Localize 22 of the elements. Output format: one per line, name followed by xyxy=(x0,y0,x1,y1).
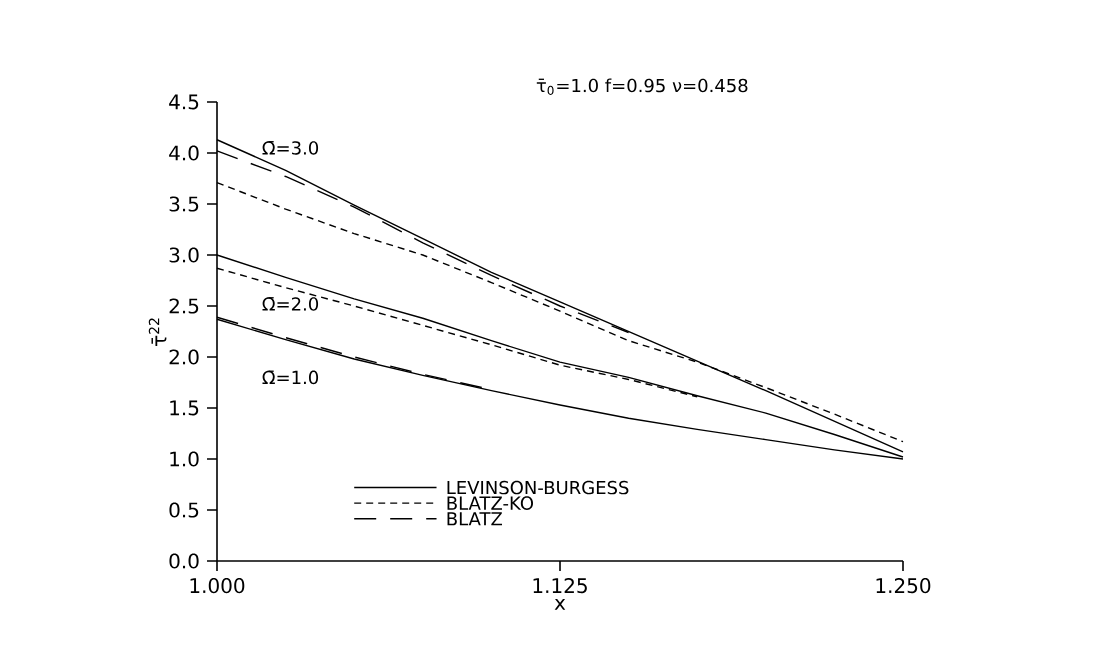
y-axis-title: τ̄$^{22}$ xyxy=(148,318,167,346)
annotation: Ω̄=1.0 xyxy=(262,370,319,385)
y-tick-label: 0.5 xyxy=(169,502,199,518)
text: τ̄$_{0}$=1.0 f=0.95 ν=0.458 xyxy=(536,78,748,95)
y-tick-label: 3.0 xyxy=(169,247,199,263)
legend-label: LEVINSON-BURGESS xyxy=(447,480,629,495)
y-tick-label: 2.0 xyxy=(169,349,199,365)
legend-label: BLATZ-KO xyxy=(447,496,534,510)
x-tick-label: 1.125 xyxy=(533,578,587,594)
legend-label: BLATZ xyxy=(447,512,503,526)
x-tick-label: 1.250 xyxy=(876,578,931,594)
x-tick-label: 1.000 xyxy=(190,578,245,594)
x-axis-title: x xyxy=(554,598,566,610)
y-tick-label: 1.5 xyxy=(170,400,199,416)
y-tick-label: 3.5 xyxy=(169,196,199,212)
y-tick-label: 1.0 xyxy=(170,451,199,467)
annotation: Ω̄=3.0 xyxy=(262,141,319,155)
y-tick-label: 0.0 xyxy=(169,553,199,569)
y-tick-label: 2.5 xyxy=(169,298,199,314)
y-tick-label: 4.5 xyxy=(169,94,199,110)
annotation: Ω̄=2.0 xyxy=(262,297,319,311)
y-tick-label: 4.0 xyxy=(169,145,199,161)
